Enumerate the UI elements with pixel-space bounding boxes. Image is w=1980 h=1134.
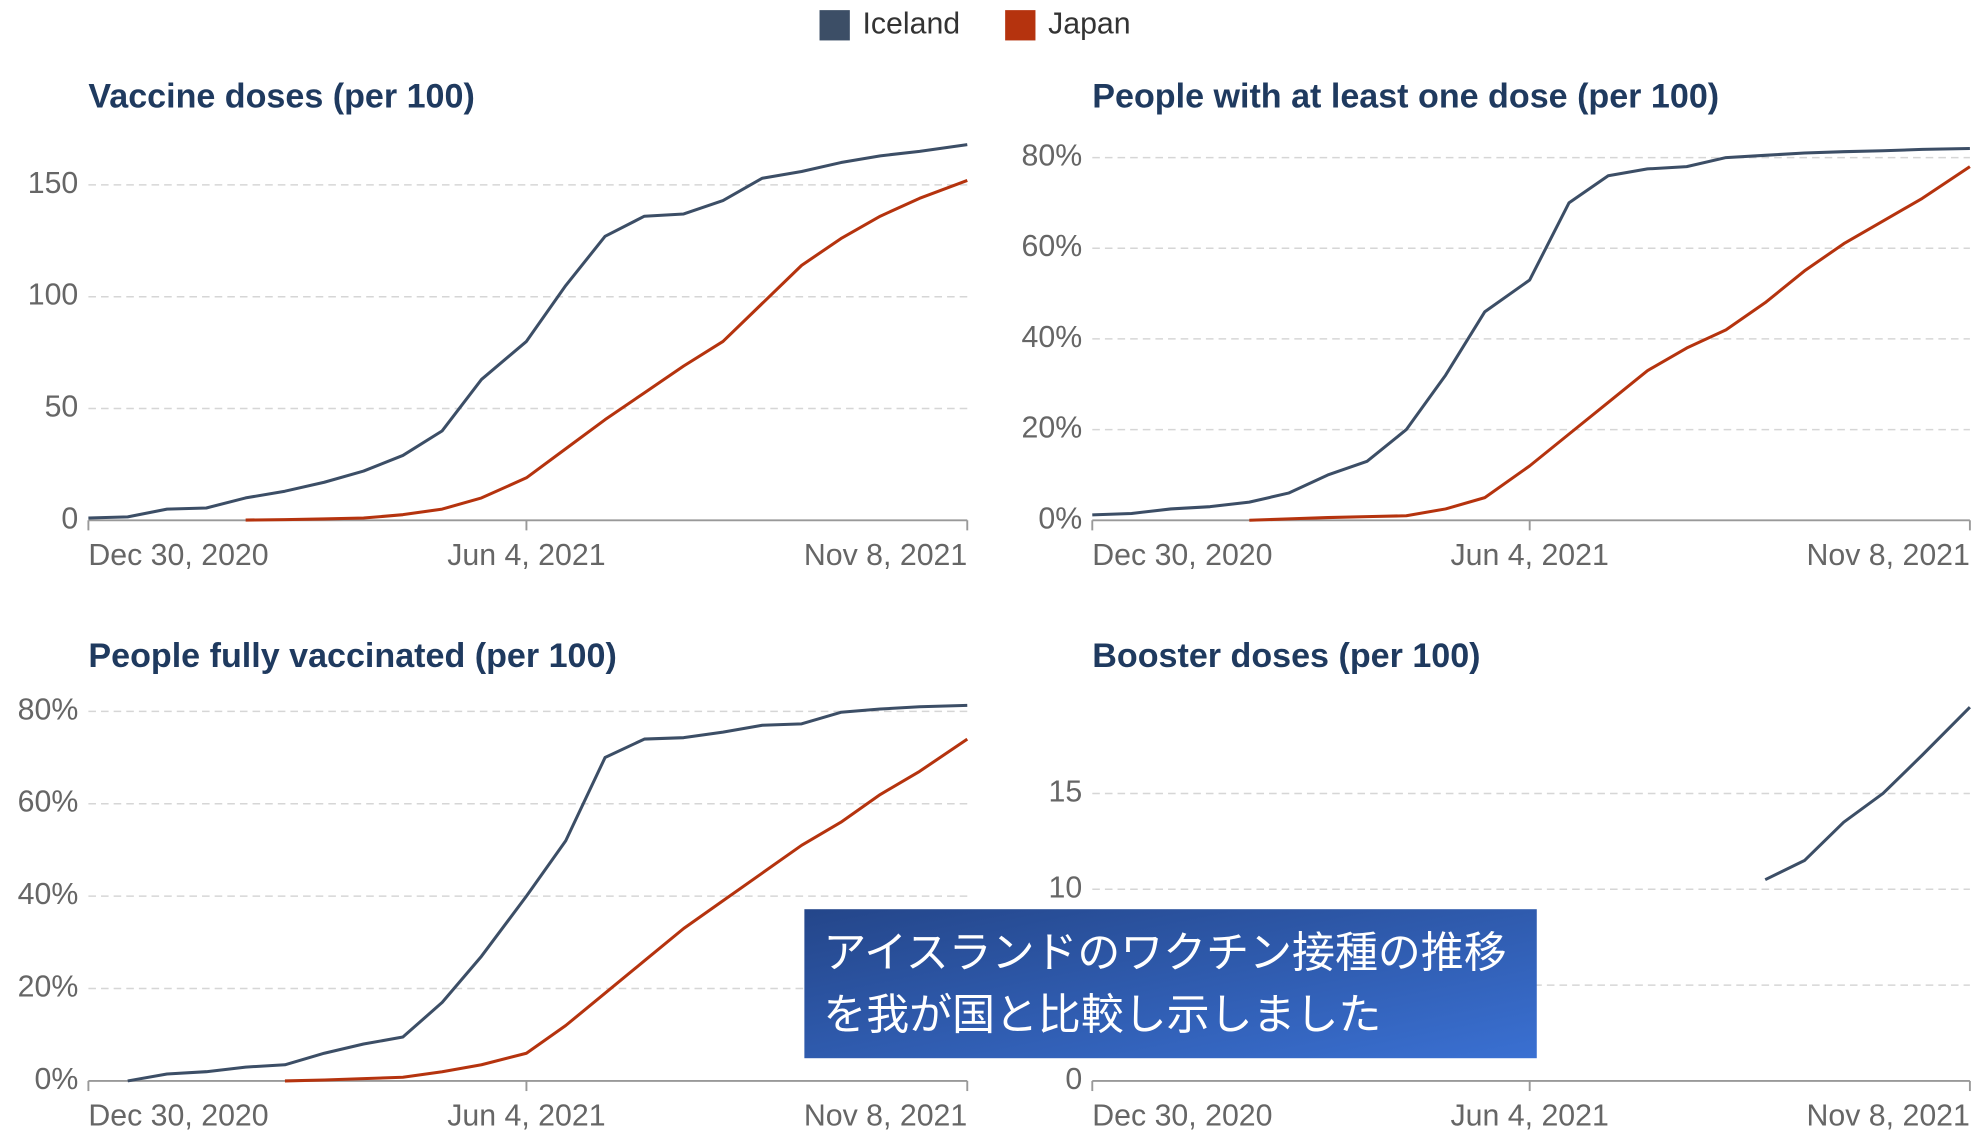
legend-swatch	[819, 10, 850, 41]
legend-swatch	[1005, 10, 1036, 41]
y-tick-label: 80%	[18, 693, 79, 726]
subchart: Vaccine doses (per 100) 0 50 100 150 Dec 30, …	[28, 78, 969, 572]
y-tick-label: 10	[1048, 871, 1082, 904]
series-line	[1092, 146, 1970, 517]
series-line	[127, 703, 968, 1083]
subchart: Booster doses (per 100)051015Dec 30, 202…	[1048, 637, 1971, 1133]
x-tick-label: Dec 30, 2020	[1092, 1100, 1272, 1133]
y-tick-label: 80%	[1022, 140, 1083, 173]
subchart: People fully vaccinated (per 100) 0% 20% 40…	[18, 637, 969, 1133]
series-line	[1249, 165, 1971, 522]
series-line	[88, 143, 968, 520]
x-tick-label: Jun 4, 2021	[447, 1100, 605, 1133]
series-line	[284, 737, 969, 1083]
x-tick-label: Jun 4, 2021	[1451, 1100, 1609, 1133]
x-tick-label: Nov 8, 2021	[1807, 539, 1970, 572]
y-tick-label: 20%	[1022, 412, 1083, 445]
x-tick-label: Dec 30, 2020	[88, 539, 268, 572]
legend: Iceland Japan	[819, 7, 1131, 41]
y-tick-label: 100	[28, 279, 79, 312]
overlay: アイスランドのワクチン接種の推移 を我が国と比較し示しました	[804, 909, 1537, 1059]
x-tick-label: Jun 4, 2021	[447, 539, 605, 572]
y-tick-label: 40%	[1022, 321, 1083, 354]
chart-title: Vaccine doses (per 100)	[88, 78, 474, 116]
series-line	[245, 179, 968, 522]
y-tick-label: 60%	[1022, 230, 1083, 263]
legend-label: Iceland	[862, 7, 960, 40]
y-tick-label: 0	[61, 502, 78, 535]
y-tick-label: 0	[1065, 1063, 1082, 1096]
series-line	[1764, 706, 1971, 882]
overlay-text: を我が国と比較し示しました	[823, 990, 1381, 1040]
y-tick-label: 60%	[18, 786, 79, 819]
chart-title: Booster doses (per 100)	[1092, 637, 1480, 675]
overlay-text: アイスランドのワクチン接種の推移	[823, 928, 1506, 978]
y-tick-label: 20%	[18, 971, 79, 1004]
x-tick-label: Nov 8, 2021	[804, 1100, 967, 1133]
x-tick-label: Nov 8, 2021	[1807, 1100, 1970, 1133]
subchart: People with at least one dose (per 100) 0…	[1022, 78, 1971, 572]
x-tick-label: Nov 8, 2021	[804, 539, 967, 572]
legend-label: Japan	[1048, 7, 1131, 40]
chart-title: People with at least one dose (per 100)	[1092, 78, 1719, 116]
y-tick-label: 0%	[34, 1063, 78, 1096]
overlay-box	[804, 909, 1537, 1059]
chart-title: People fully vaccinated (per 100)	[88, 637, 616, 675]
y-tick-label: 40%	[18, 878, 79, 911]
y-tick-label: 50	[45, 390, 79, 423]
y-tick-label: 15	[1048, 775, 1082, 808]
x-tick-label: Dec 30, 2020	[88, 1100, 268, 1133]
x-tick-label: Jun 4, 2021	[1451, 539, 1609, 572]
y-tick-label: 150	[28, 167, 79, 200]
y-tick-label: 0%	[1038, 502, 1082, 535]
x-tick-label: Dec 30, 2020	[1092, 539, 1272, 572]
